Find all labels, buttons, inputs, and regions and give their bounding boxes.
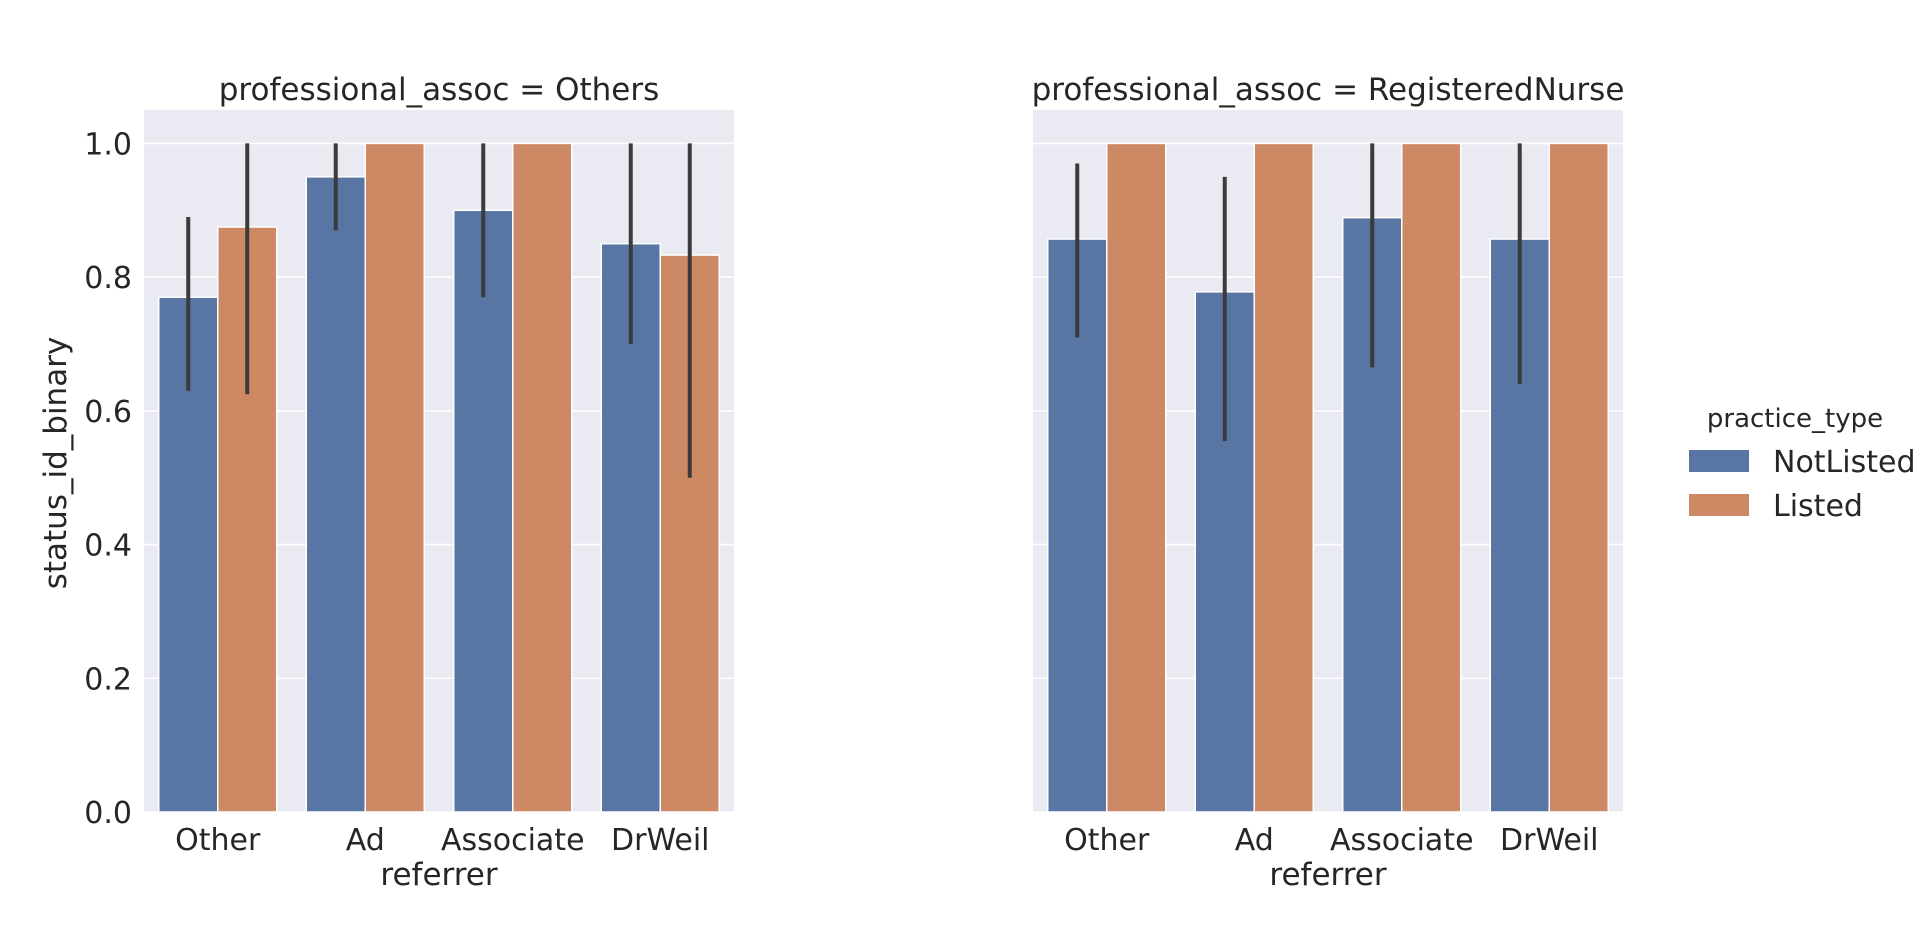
legend: practice_type NotListed Listed [1689,404,1916,524]
y-tick-label: 0.8 [84,261,132,296]
legend-title: practice_type [1707,404,1883,434]
bar-other-listed [1106,142,1167,813]
legend-label-listed: Listed [1773,489,1863,524]
panels-layer: 0.0 0.2 0.4 0.6 0.8 1.0 professional_assoc = O… [84,72,1624,893]
bar-associate-listed [512,142,573,813]
x-tick-label: DrWeil [611,823,709,858]
bar-associate-notlisted [453,209,514,813]
y-tick-label: 0.6 [84,395,132,430]
legend-label-notlisted: NotListed [1773,445,1916,480]
bar-associate-listed [1401,142,1462,813]
panel-title: professional_assoc = RegisteredNurse [1032,72,1625,108]
bar-ad-listed [364,142,425,813]
x-tick-label: Ad [1235,823,1274,858]
y-tick-label: 1.0 [84,127,132,162]
x-tick-label: Other [1064,823,1150,858]
x-tick-label: Ad [346,823,385,858]
bar-ad-listed [1253,142,1314,813]
y-tick-label: 0.0 [84,796,132,831]
legend-swatch-notlisted [1689,450,1749,472]
y-tick-label: 0.4 [84,529,132,564]
x-axis-label: referrer [380,857,497,893]
x-tick-label: Associate [441,823,585,858]
x-axis-label: referrer [1269,857,1386,893]
panel-title: professional_assoc = Others [219,72,660,108]
x-tick-label: DrWeil [1500,823,1598,858]
bar-ad-notlisted [305,176,366,813]
legend-swatch-listed [1689,494,1749,516]
panel-1: 0.0 0.2 0.4 0.6 0.8 1.0 professional_assoc = O… [84,72,734,893]
y-tick-label: 0.2 [84,662,132,697]
x-tick-label: Associate [1330,823,1474,858]
x-tick-label: Other [175,823,261,858]
bar-drweil-listed [1548,142,1609,813]
bar-associate-notlisted [1342,216,1403,813]
panel-2: professional_assoc = RegisteredNurse Othe… [1032,72,1625,893]
y-axis-label: status_id_binary [38,337,74,590]
